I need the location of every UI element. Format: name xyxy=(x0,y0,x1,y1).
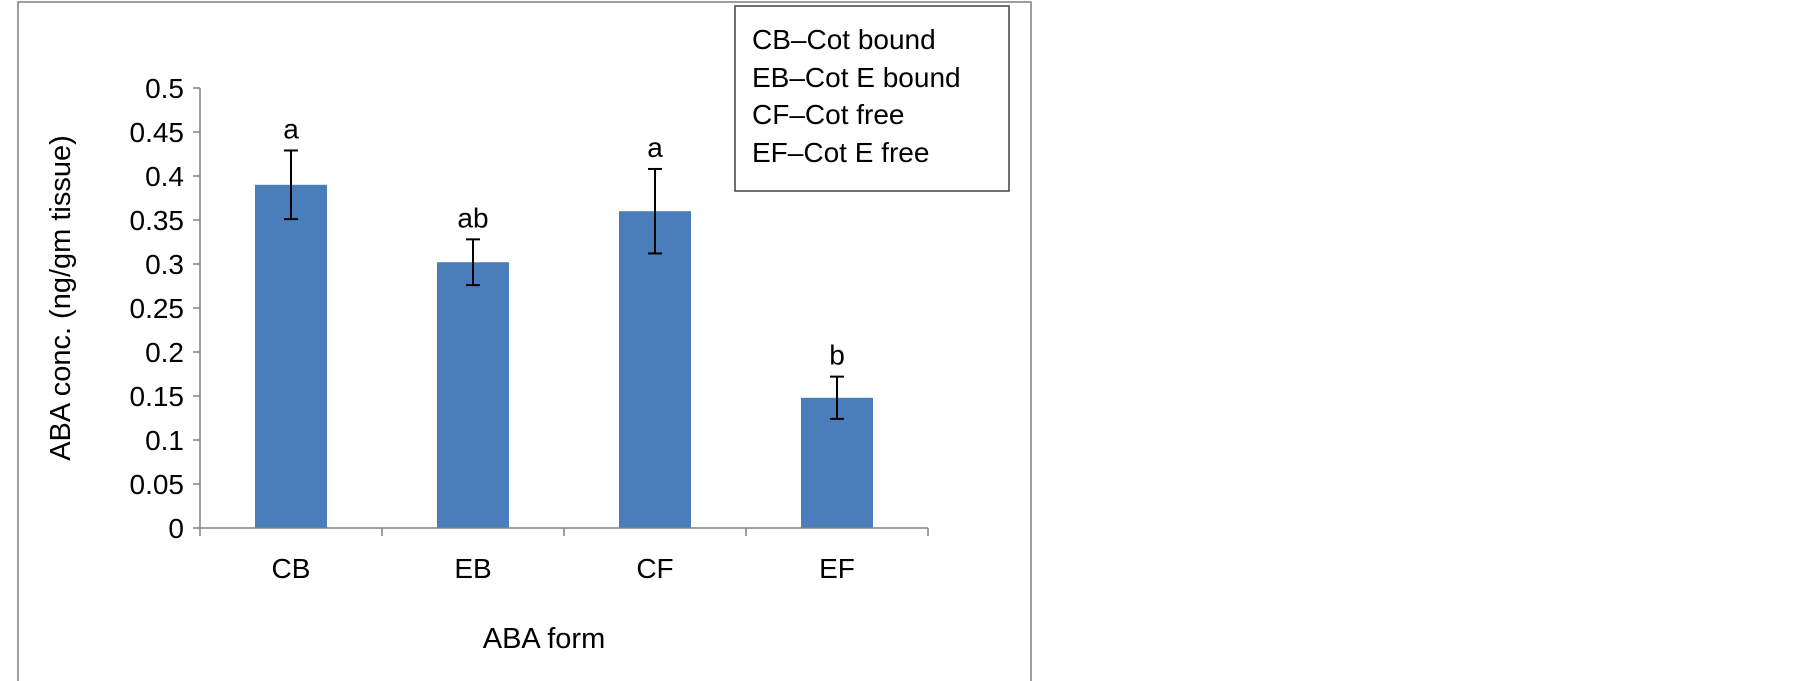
legend-entry: CB–Cot bound xyxy=(752,24,936,55)
y-tick-label: 0.4 xyxy=(145,161,184,192)
y-tick-label: 0 xyxy=(168,513,184,544)
y-tick-label: 0.45 xyxy=(130,117,185,148)
legend-entry: EF–Cot E free xyxy=(752,137,929,168)
significance-letter: b xyxy=(829,340,845,371)
y-ticks-layer: 0 0.05 0.1 0.15 0.2 0.25 0.3 0.35 0.4 0.45 0.5 xyxy=(130,73,200,544)
legend: CB–Cot bound EB–Cot E bound CF–Cot free … xyxy=(734,5,1010,192)
significance-letter: ab xyxy=(457,202,488,233)
x-ticks-layer: CB EB CF EF xyxy=(199,528,929,584)
x-tick-label: EF xyxy=(819,553,855,584)
bars-layer xyxy=(255,184,873,529)
x-tick-label: EB xyxy=(454,553,491,584)
bar xyxy=(619,211,691,528)
y-tick-label: 0.3 xyxy=(145,249,184,280)
x-axis-label: ABA form xyxy=(483,623,606,655)
significance-letter: a xyxy=(283,113,299,144)
y-tick-label: 0.15 xyxy=(130,381,185,412)
y-tick-label: 0.35 xyxy=(130,205,185,236)
y-tick-label: 0.5 xyxy=(145,73,184,104)
significance-letter: a xyxy=(647,132,663,163)
legend-box xyxy=(734,5,1010,192)
error-bars-layer xyxy=(284,149,844,420)
bar xyxy=(255,184,327,529)
x-tick-label: CF xyxy=(636,553,673,584)
x-tick-label: CB xyxy=(272,553,311,584)
y-tick-label: 0.25 xyxy=(130,293,185,324)
legend-entry: CF–Cot free xyxy=(752,99,905,130)
y-tick-label: 0.2 xyxy=(145,337,184,368)
bar xyxy=(437,262,509,528)
y-tick-label: 0.1 xyxy=(145,425,184,456)
legend-entry: EB–Cot E bound xyxy=(752,62,961,93)
y-axis-label: ABA conc. (ng/gm tissue) xyxy=(45,135,77,461)
y-tick-label: 0.05 xyxy=(130,469,185,500)
